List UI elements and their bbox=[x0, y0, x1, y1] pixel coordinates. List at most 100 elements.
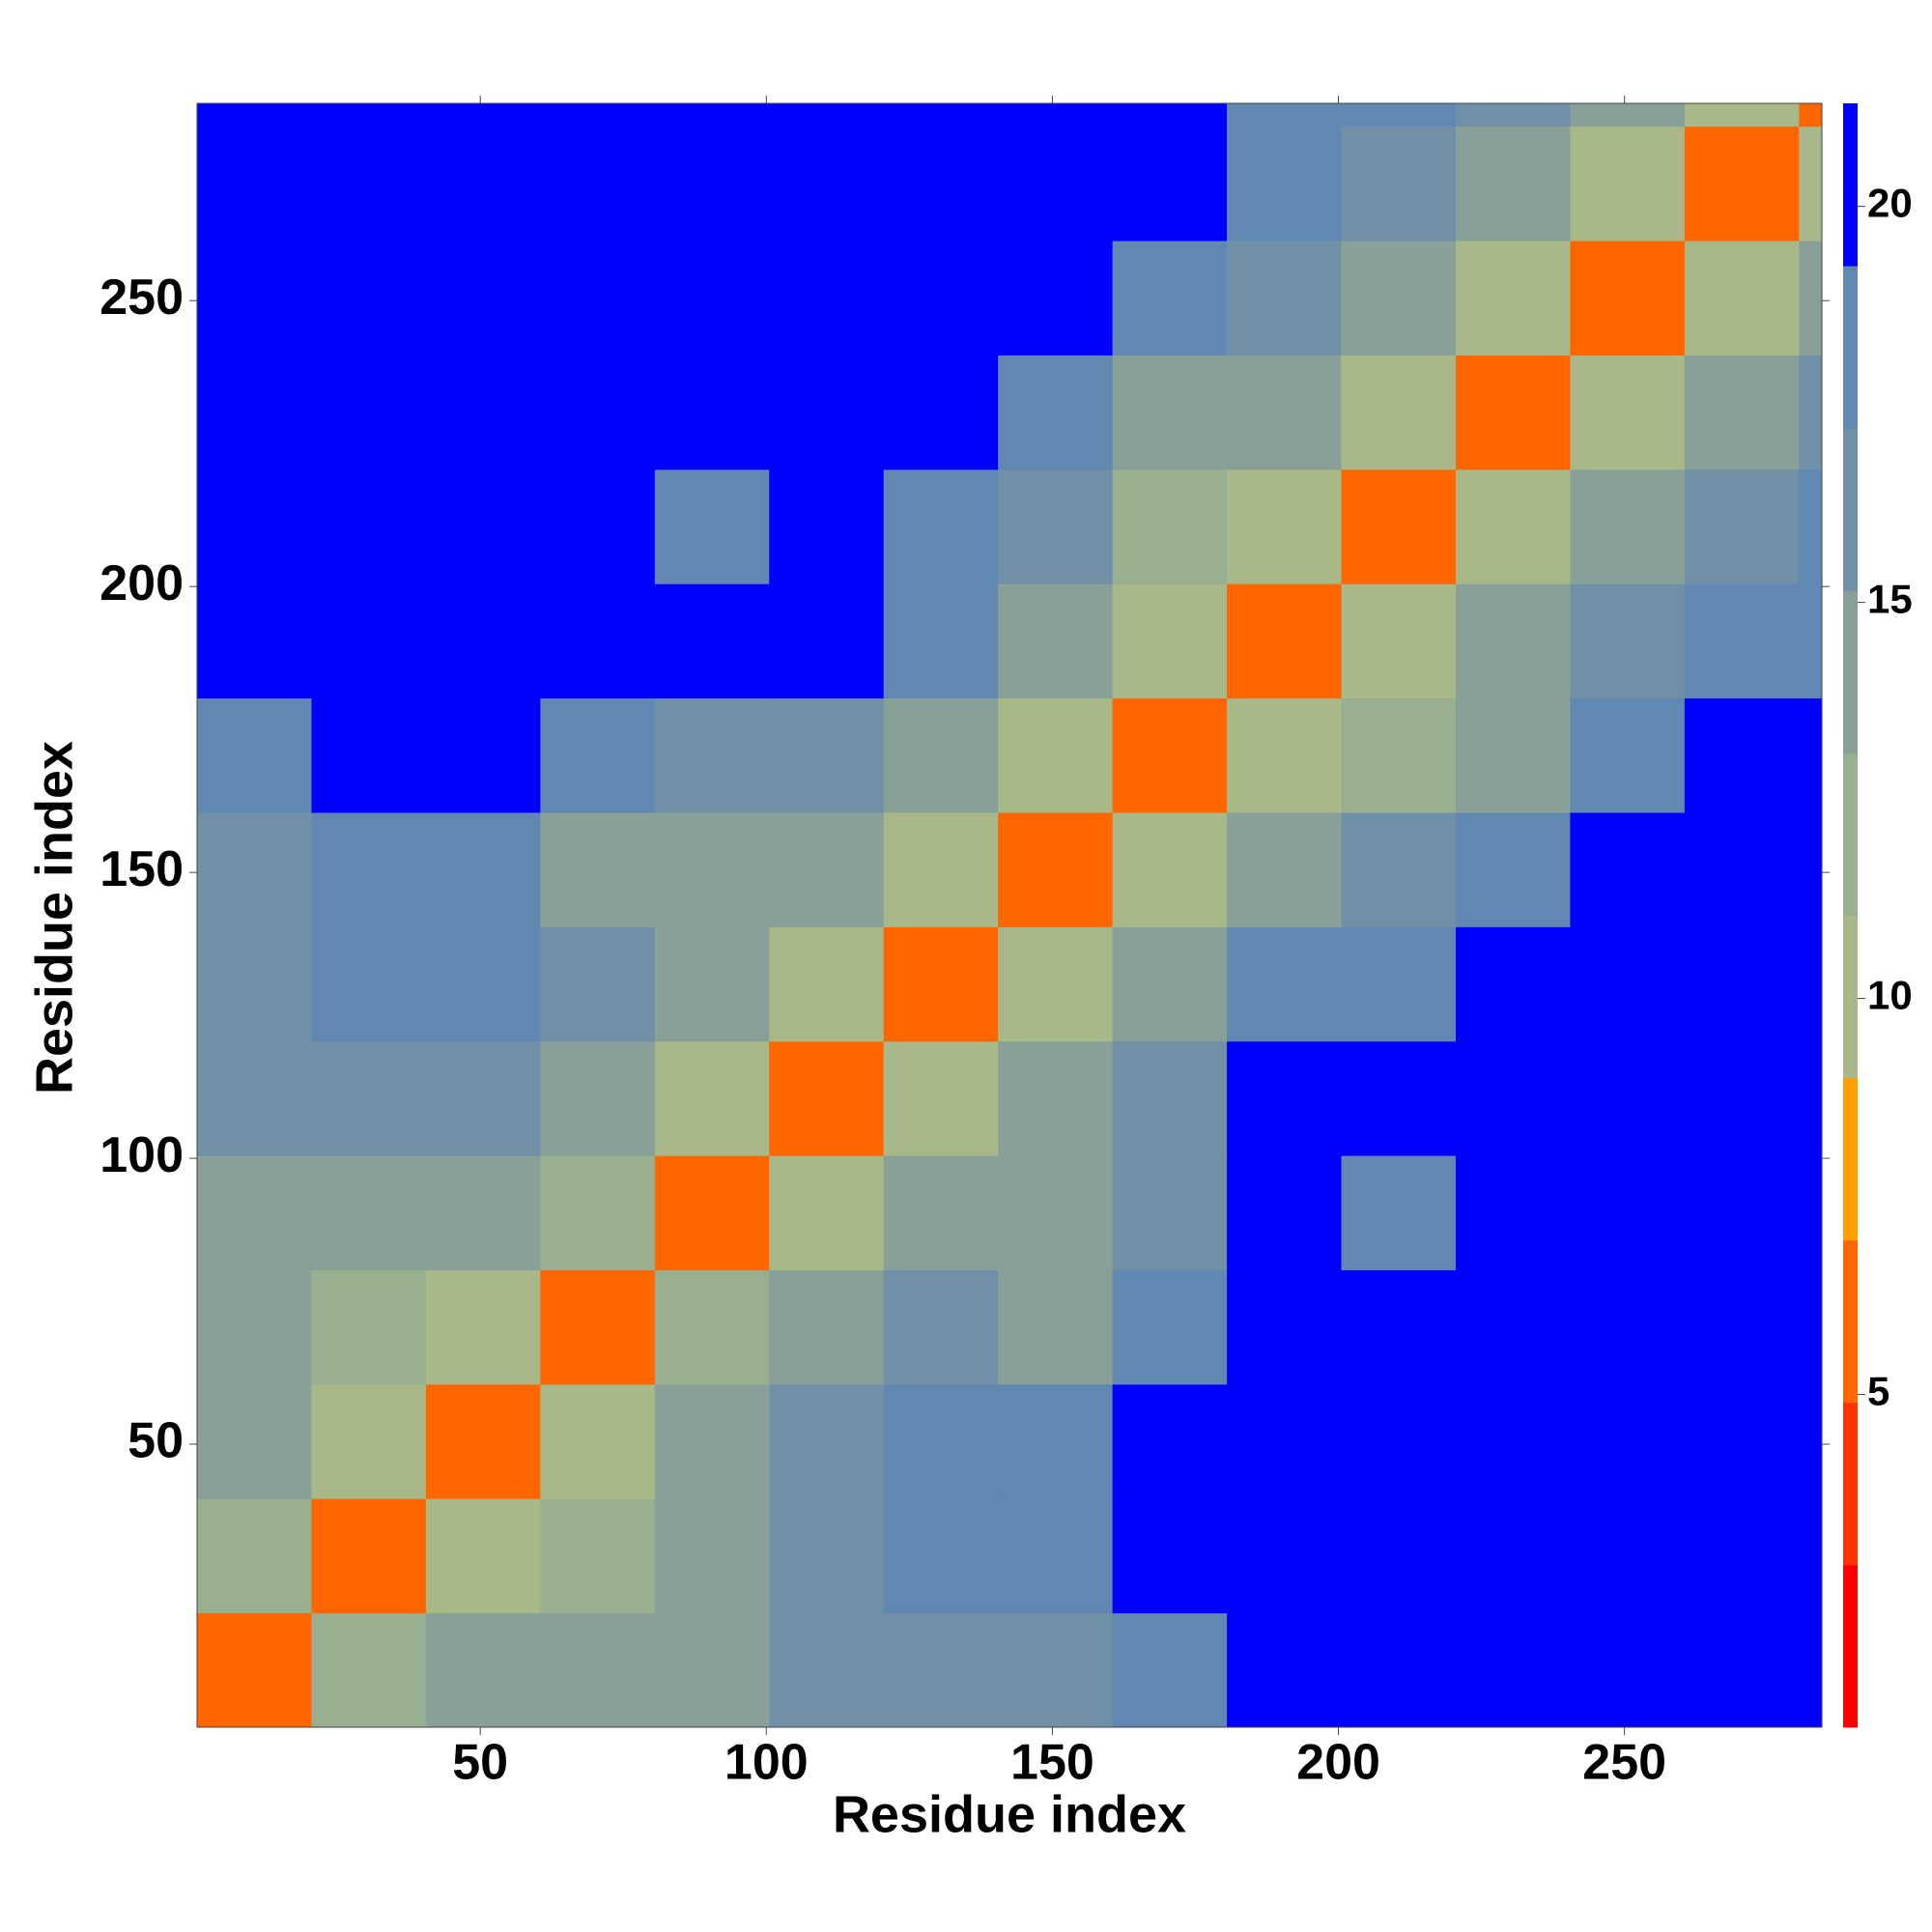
heatmap-cell bbox=[540, 697, 656, 813]
heatmap-cell bbox=[311, 469, 427, 584]
heatmap-cell bbox=[1684, 469, 1800, 584]
heatmap-cell bbox=[998, 1040, 1114, 1156]
heatmap-cell bbox=[998, 1383, 1114, 1499]
colorbar-band bbox=[1843, 590, 1858, 753]
heatmap-cell bbox=[425, 126, 541, 242]
heatmap-cell bbox=[1455, 1155, 1571, 1270]
heatmap-cell bbox=[1227, 1269, 1343, 1385]
heatmap-cell bbox=[654, 103, 770, 128]
heatmap-cell bbox=[1684, 1155, 1800, 1270]
heatmap-cell bbox=[540, 469, 656, 584]
heatmap-cell bbox=[1455, 1040, 1571, 1156]
heatmap-cell bbox=[883, 1040, 999, 1156]
heatmap-cell bbox=[769, 469, 885, 584]
heatmap-cell bbox=[1570, 926, 1686, 1042]
heatmap-cell bbox=[1684, 1383, 1800, 1499]
heatmap-cell bbox=[311, 1498, 427, 1614]
heatmap-cell bbox=[1227, 126, 1343, 242]
heatmap-cell bbox=[425, 583, 541, 699]
heatmap-cell bbox=[883, 583, 999, 699]
heatmap-cell bbox=[425, 1040, 541, 1156]
heatmap-cell bbox=[1799, 583, 1823, 699]
heatmap-cell bbox=[769, 126, 885, 242]
heatmap-cell bbox=[311, 583, 427, 699]
heatmap-cell bbox=[883, 103, 999, 128]
heatmap-cell bbox=[1799, 241, 1823, 355]
heatmap-cell bbox=[769, 1383, 885, 1499]
heatmap-cell bbox=[1455, 241, 1571, 355]
heatmap-cell bbox=[1799, 1498, 1823, 1614]
heatmap-cell bbox=[1112, 1383, 1228, 1499]
heatmap-cell bbox=[1570, 355, 1686, 470]
heatmap-cell bbox=[654, 697, 770, 813]
heatmap-cell bbox=[197, 1040, 312, 1156]
heatmap-cell bbox=[654, 1383, 770, 1499]
heatmap-cell bbox=[1227, 583, 1343, 699]
heatmap-cell bbox=[425, 469, 541, 584]
heatmap-cell bbox=[197, 355, 312, 470]
heatmap-cell bbox=[540, 1498, 656, 1614]
heatmap-cell bbox=[1570, 1040, 1686, 1156]
heatmap-cell bbox=[1455, 697, 1571, 813]
heatmap-cell bbox=[1684, 1269, 1800, 1385]
heatmap-cell bbox=[1341, 1383, 1457, 1499]
heatmap-cell bbox=[1227, 1383, 1343, 1499]
heatmap-cell bbox=[654, 1155, 770, 1270]
heatmap-cell bbox=[311, 1383, 427, 1499]
heatmap-cell bbox=[883, 1612, 999, 1728]
heatmap-cell bbox=[197, 926, 312, 1042]
heatmap-cell bbox=[1684, 697, 1800, 813]
heatmap-cell bbox=[311, 1155, 427, 1270]
heatmap-cell bbox=[1455, 126, 1571, 242]
colorbar-band bbox=[1843, 1564, 1858, 1728]
heatmap-cell bbox=[1684, 1040, 1800, 1156]
heatmap-cell bbox=[769, 1155, 885, 1270]
heatmap-cell bbox=[1799, 126, 1823, 242]
heatmap-cell bbox=[1227, 1612, 1343, 1728]
heatmap-cell bbox=[769, 811, 885, 927]
heatmap-cell bbox=[311, 241, 427, 355]
heatmap-cell bbox=[1227, 355, 1343, 470]
heatmap-cell bbox=[654, 1498, 770, 1614]
heatmap-cell bbox=[1684, 241, 1800, 355]
heatmap-cell bbox=[1455, 1612, 1571, 1728]
heatmap-cell bbox=[197, 1269, 312, 1385]
heatmap-cell bbox=[1112, 103, 1228, 128]
heatmap-cell bbox=[1455, 1383, 1571, 1499]
heatmap-cell bbox=[1227, 1498, 1343, 1614]
heatmap-cell bbox=[883, 1498, 999, 1614]
heatmap-cell bbox=[1570, 1383, 1686, 1499]
heatmap-cell bbox=[311, 697, 427, 813]
heatmap-cell bbox=[998, 241, 1114, 355]
x-tick-label: 200 bbox=[1296, 1735, 1380, 1791]
heatmap-cell bbox=[311, 126, 427, 242]
heatmap-cell bbox=[654, 126, 770, 242]
heatmap-cell bbox=[1455, 811, 1571, 927]
heatmap-cell bbox=[425, 1155, 541, 1270]
heatmap-cell bbox=[1341, 1269, 1457, 1385]
heatmap-cell bbox=[769, 241, 885, 355]
heatmap-cell bbox=[1227, 469, 1343, 584]
heatmap-cell bbox=[654, 926, 770, 1042]
heatmap-cell bbox=[540, 126, 656, 242]
colorbar-band bbox=[1843, 103, 1858, 267]
heatmap-cell bbox=[311, 811, 427, 927]
heatmap-cell bbox=[540, 103, 656, 128]
heatmap-cell bbox=[1112, 469, 1228, 584]
heatmap-cell bbox=[998, 1155, 1114, 1270]
heatmap-cell bbox=[998, 926, 1114, 1042]
heatmap-cell bbox=[197, 126, 312, 242]
x-tick-label: 50 bbox=[452, 1735, 508, 1791]
heatmap-cell bbox=[1684, 1498, 1800, 1614]
heatmap-cell bbox=[1227, 926, 1343, 1042]
heatmap-cell bbox=[1112, 1040, 1228, 1156]
heatmap-cell bbox=[1455, 926, 1571, 1042]
heatmap-cell bbox=[197, 1498, 312, 1614]
heatmap-cell bbox=[998, 126, 1114, 242]
colorbar-band bbox=[1843, 266, 1858, 429]
heatmap-cell bbox=[998, 1269, 1114, 1385]
heatmap-cell bbox=[769, 926, 885, 1042]
heatmap-cell bbox=[654, 241, 770, 355]
heatmap-cell bbox=[1341, 1040, 1457, 1156]
